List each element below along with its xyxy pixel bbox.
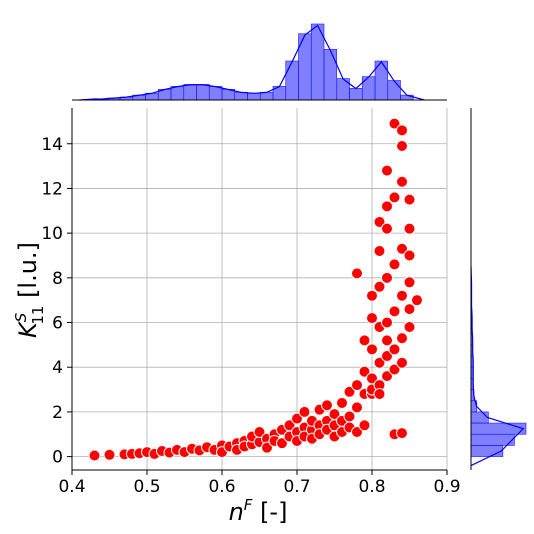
histogram-bar-x bbox=[247, 92, 261, 101]
kde-curve-y bbox=[470, 266, 525, 467]
x-tick-label: 0.8 bbox=[358, 477, 385, 497]
y-tick-label: 10 bbox=[41, 224, 63, 244]
scatter-point bbox=[381, 222, 393, 235]
y-tick-label: 0 bbox=[52, 448, 63, 468]
scatter-point bbox=[373, 215, 386, 228]
scatter-point bbox=[388, 305, 401, 318]
scatter-point bbox=[351, 401, 363, 414]
axes bbox=[71, 108, 447, 471]
scatter-point bbox=[396, 242, 408, 255]
marginal-x-histogram bbox=[72, 23, 447, 101]
y-axis-label: KS11 [l.u.] bbox=[12, 242, 47, 338]
scatter-point bbox=[381, 164, 393, 177]
y-tick-label: 8 bbox=[52, 269, 63, 289]
scatter-point bbox=[283, 419, 296, 432]
scatter-point bbox=[388, 363, 401, 376]
y-tick-label: 2 bbox=[52, 403, 63, 423]
scatter-point bbox=[396, 175, 408, 188]
scatter-point bbox=[396, 427, 408, 440]
scatter-point bbox=[261, 441, 273, 454]
scatter-point bbox=[396, 332, 408, 345]
scatter-point bbox=[351, 379, 363, 392]
scatter-point bbox=[373, 245, 386, 258]
scatter-point bbox=[388, 117, 401, 130]
scatter-point bbox=[381, 370, 393, 383]
scatter-point bbox=[291, 412, 303, 425]
scatter-point bbox=[403, 303, 416, 316]
scatter-point bbox=[403, 222, 416, 235]
scatter-point bbox=[358, 419, 371, 432]
scatter-point bbox=[253, 426, 266, 439]
scatter-point bbox=[351, 267, 363, 280]
scatter-point bbox=[403, 249, 416, 262]
histogram-bar-x bbox=[285, 60, 299, 101]
histogram-bar-y bbox=[470, 445, 504, 457]
histogram-bar-y bbox=[470, 411, 489, 424]
scatter-point bbox=[381, 271, 393, 284]
y-ticks: 0 2 4 6 8 10 12 14 bbox=[41, 135, 72, 468]
y-tick-label: 4 bbox=[52, 358, 63, 378]
scatter-point bbox=[358, 365, 371, 378]
scatter-point bbox=[343, 410, 356, 423]
histogram-bar-y bbox=[470, 422, 527, 435]
scatter-point bbox=[388, 191, 401, 204]
scatter-point bbox=[321, 399, 333, 412]
scatter-point bbox=[328, 408, 341, 421]
scatter-point bbox=[373, 280, 386, 293]
scatter-point bbox=[388, 343, 401, 356]
scatter-point bbox=[388, 258, 401, 271]
scatter-point bbox=[403, 320, 416, 333]
scatter-point bbox=[366, 343, 378, 356]
x-tick-label: 0.4 bbox=[58, 477, 85, 497]
grid bbox=[71, 108, 448, 470]
scatter-point bbox=[381, 334, 393, 347]
scatter-point bbox=[403, 276, 416, 289]
histogram-bar-x bbox=[387, 80, 401, 101]
histogram-bar-x bbox=[208, 86, 223, 101]
x-tick-label: 0.7 bbox=[283, 477, 310, 497]
scatter-point bbox=[373, 388, 386, 401]
histogram-bar-x bbox=[349, 88, 363, 101]
x-axis-label: nF [-] bbox=[229, 496, 288, 526]
scatter-point bbox=[103, 448, 116, 461]
scatter-point bbox=[396, 356, 408, 369]
scatter-point bbox=[343, 385, 356, 398]
histogram-bar-x bbox=[183, 84, 197, 101]
y-tick-label: 14 bbox=[41, 135, 63, 155]
kde-curve-x bbox=[79, 24, 425, 101]
scatter-point bbox=[298, 405, 311, 418]
marginal-y-histogram bbox=[470, 108, 527, 470]
scatter-point bbox=[381, 316, 393, 329]
scatter-point bbox=[366, 312, 378, 325]
scatter-point bbox=[381, 200, 393, 213]
scatter-point bbox=[396, 124, 408, 137]
scatter-point bbox=[276, 437, 288, 450]
histogram-bar-x bbox=[323, 49, 338, 101]
scatter-point bbox=[88, 449, 101, 462]
scatter-point bbox=[381, 350, 393, 363]
x-tick-label: 0.9 bbox=[433, 477, 460, 497]
scatter-point bbox=[396, 139, 408, 152]
scatter-points bbox=[88, 117, 423, 462]
y-tick-label: 12 bbox=[41, 179, 63, 199]
scatter-point bbox=[336, 396, 348, 409]
scatter-point bbox=[351, 426, 363, 439]
x-ticks: 0.4 0.5 0.6 0.7 0.8 0.9 bbox=[58, 470, 461, 497]
scatter-point bbox=[396, 289, 408, 302]
scatter-point bbox=[373, 356, 386, 369]
histogram-bar-x bbox=[170, 86, 185, 101]
histogram-bar-x bbox=[361, 76, 376, 101]
histogram-bar-x bbox=[259, 91, 274, 101]
x-tick-label: 0.6 bbox=[208, 477, 235, 497]
scatter-point bbox=[366, 289, 378, 302]
scatter-point bbox=[358, 334, 371, 347]
scatter-point bbox=[403, 193, 416, 206]
y-tick-label: 6 bbox=[52, 314, 63, 334]
histogram-bar-x bbox=[234, 91, 248, 101]
x-tick-label: 0.5 bbox=[133, 477, 160, 497]
histogram-bar-x bbox=[196, 84, 210, 101]
scatter-point bbox=[411, 294, 423, 307]
